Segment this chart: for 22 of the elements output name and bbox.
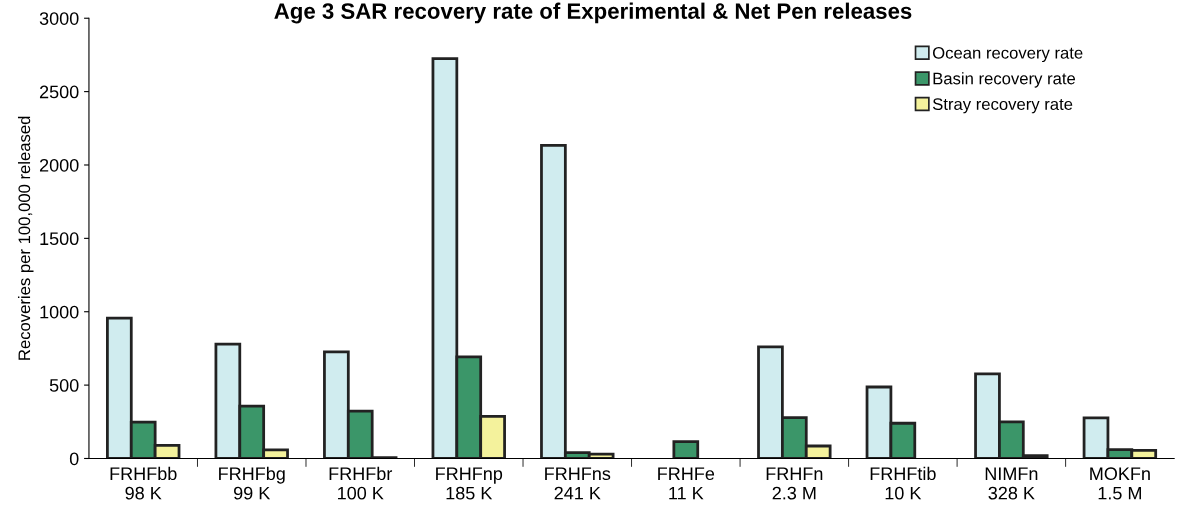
x-tick-label: FRHFe 11 K (658, 467, 715, 500)
chart-title: Age 3 SAR recovery rate of Experimental & Net Pen releases (274, 2, 912, 24)
x-tick-label: MOKFn 1.5 M (1090, 467, 1150, 500)
y-axis-title: Recoveries per 100,000 released (17, 116, 34, 360)
y-tick-label: 0 (69, 452, 79, 466)
y-tick-label: 500 (49, 379, 79, 392)
x-tick-label: FRHFnp 185 K (436, 467, 503, 500)
y-tick-label: 2500 (39, 85, 79, 99)
y-tick-label: 2000 (39, 158, 79, 172)
x-tick-label: NIMFn 328 K (985, 467, 1038, 500)
x-tick-label: FRHFns 241 K (545, 467, 611, 500)
x-tick-label: FRHFtib 10 K (870, 466, 936, 500)
legend-label: Basin recovery rate (933, 72, 1076, 88)
x-tick-label: FRHFn 2.3 M (766, 467, 823, 500)
x-tick-label: FRHFbb 98 K (110, 466, 177, 500)
y-tick-label: 1000 (40, 305, 79, 319)
x-tick-label: FRHFbr 100 K (329, 466, 393, 500)
y-tick-label: 3000 (39, 12, 79, 25)
x-tick-label: FRHFbg 99 K (219, 466, 285, 500)
y-tick-label: 1500 (40, 232, 79, 246)
legend-label: Stray recovery rate (932, 98, 1073, 114)
legend-label: Ocean recovery rate (932, 46, 1083, 63)
